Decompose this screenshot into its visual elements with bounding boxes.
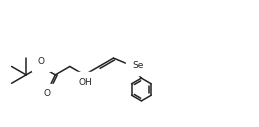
Text: Se: Se [132,61,143,70]
Text: O: O [44,89,51,98]
Text: O: O [37,57,44,66]
Text: OH: OH [78,78,92,87]
